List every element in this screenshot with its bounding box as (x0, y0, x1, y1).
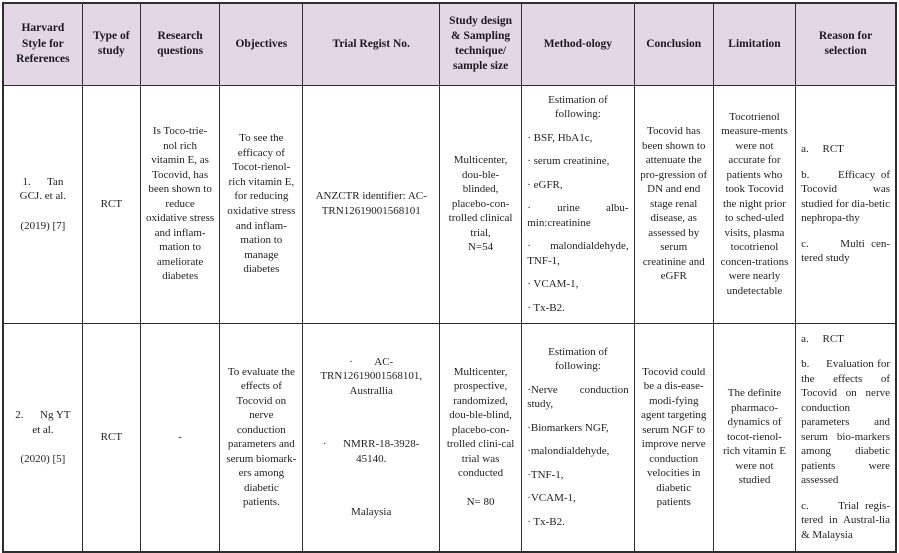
reason-item: b. Efficacy of Tocovid was studied for d… (801, 168, 890, 225)
cell-type-1: RCT (81, 84, 141, 324)
cell-conclusion-2: Tocovid could be a dis-ease-modi-fying a… (633, 322, 714, 553)
cell-study-design-2: Multicenter, prospective, randomized, do… (438, 322, 523, 553)
cell-type-2: RCT (81, 322, 141, 553)
col-header-conclusion: Conclusion (633, 2, 714, 86)
cell-reference-2: 2. Ng YT et al. (2020) [5] (2, 322, 83, 553)
methodology-item: ·malondialdehyde, (527, 445, 610, 458)
table-row-2: 2. Ng YT et al. (2020) [5] RCT - To eval… (2, 322, 897, 553)
col-header-harvard-references: Harvard Style for References (2, 2, 83, 86)
methodology-item: ·VCAM-1, (527, 492, 576, 505)
cell-objective-1: To see the efficacy of Tocot-rienol-rich… (219, 84, 304, 324)
col-header-trial-regist-no: Trial Regist No. (302, 2, 440, 86)
methodology-item: · malondialdehyde, TNF-1, (527, 240, 629, 267)
methodology-item: ·Biomarkers NGF, (527, 421, 609, 434)
methodology-item: · urine albu-min:creatinine (527, 202, 629, 229)
reason-item: a. RCT (801, 143, 844, 156)
cell-research-question-1: Is Toco-trie-nol rich vitamin E, as Toco… (139, 84, 221, 324)
col-header-methodology: Method-ology (521, 2, 635, 86)
trial-regist-entry: ANZCTR identifier: AC-TRN12619001568101 (315, 190, 427, 217)
cell-study-design-1: Multicenter, dou-ble-blinded, placebo-co… (438, 84, 523, 324)
header-row: Harvard Style for References Type of stu… (2, 2, 897, 86)
col-header-study-design: Study design & Sampling technique/ sampl… (438, 2, 523, 86)
methodology-title: Estimation of following: (548, 93, 608, 121)
reason-item: a. RCT (801, 332, 844, 345)
cell-reason-1: a. RCT b. Efficacy of Tocovid was studie… (795, 84, 897, 324)
cell-reference-1: 1. Tan GCJ. et al. (2019) [7] (2, 84, 83, 324)
reason-item: b. Evaluation for the effects of Tocovid… (801, 358, 890, 487)
cell-methodology-1: Estimation of following: · BSF, HbA1c, ·… (521, 84, 635, 324)
trial-regist-entry: · AC- TRN12619001568101, Australlia (320, 355, 423, 397)
methodology-item: · serum creatinine, (527, 155, 610, 168)
methodology-item: ·TNF-1, (527, 468, 564, 481)
col-header-type-of-study: Type of study (81, 2, 141, 86)
trial-regist-entry: Malaysia (351, 506, 392, 519)
trial-regist-entry: · NMRR-18-3928- 45140. (322, 438, 420, 465)
cell-trial-regist-1: ANZCTR identifier: AC-TRN12619001568101 (302, 84, 440, 324)
col-header-reason-for-selection: Reason for selection (795, 2, 897, 86)
cell-objective-2: To evaluate the effects of Tocovid on ne… (219, 322, 304, 553)
methodology-item: · Tx-B2. (527, 515, 565, 528)
cell-methodology-2: Estimation of following: ·Nerve conducti… (521, 322, 635, 553)
cell-research-question-2: - (139, 322, 221, 553)
reason-item: c. Multi cen-tered study (801, 237, 890, 265)
cell-trial-regist-2: · AC- TRN12619001568101, Australlia · NM… (302, 322, 440, 553)
col-header-research-questions: Research questions (139, 2, 221, 86)
cell-conclusion-1: Tocovid has been shown to attenuate the … (633, 84, 714, 324)
col-header-objectives: Objectives (219, 2, 304, 86)
methodology-title: Estimation of following: (548, 345, 608, 373)
methodology-item: ·Nerve conduction study, (527, 383, 629, 411)
methodology-item: · BSF, HbA1c, (527, 131, 593, 144)
methodology-item: · Tx-B2. (527, 301, 565, 314)
table-row-1: 1. Tan GCJ. et al. (2019) [7] RCT Is Toc… (2, 84, 897, 324)
cell-limitation-1: Tocotrienol measure-ments were not accur… (712, 84, 797, 324)
methodology-item: · VCAM-1, (527, 278, 579, 291)
cell-reason-2: a. RCT b. Evaluation for the effects of … (795, 322, 897, 553)
methodology-item: · eGFR, (527, 178, 563, 191)
col-header-limitation: Limitation (712, 2, 797, 86)
reason-item: c. Trial regis-tered in Austral-lia & Ma… (801, 499, 890, 541)
cell-limitation-2: The definite pharmaco-dynamics of tocot-… (712, 322, 797, 553)
